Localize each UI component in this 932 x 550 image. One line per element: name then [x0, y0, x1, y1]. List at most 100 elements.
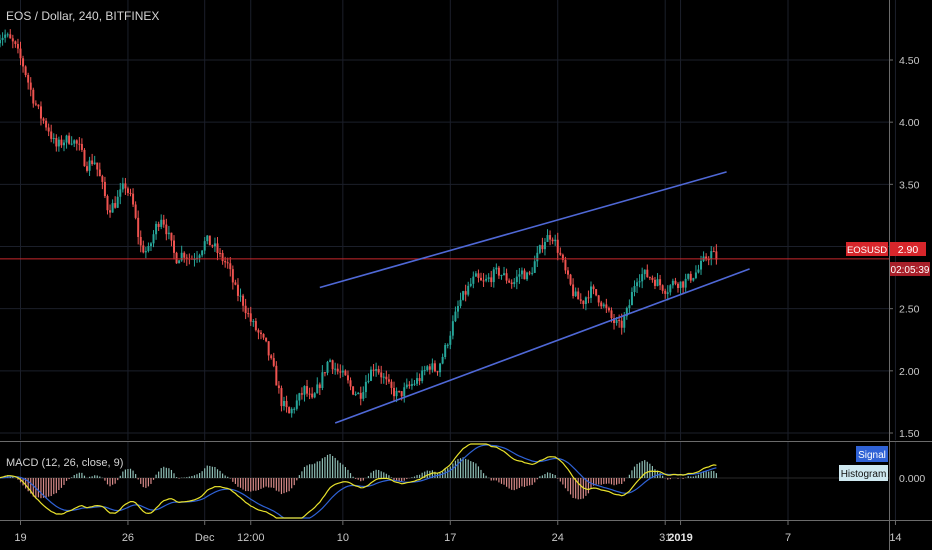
candle-body	[78, 143, 81, 145]
candle-body	[221, 253, 224, 262]
candle-body	[16, 43, 19, 49]
grid-lines	[0, 0, 896, 520]
candle-body	[283, 400, 286, 407]
candle-body	[715, 251, 718, 260]
macd-pane[interactable]	[0, 443, 889, 519]
candle-body	[254, 321, 257, 331]
candle-body	[27, 75, 30, 83]
candle-body	[198, 255, 201, 258]
candle-body	[651, 277, 654, 280]
candle-body	[421, 370, 424, 382]
histogram-legend-bg	[839, 465, 888, 481]
candle-body	[152, 234, 155, 244]
candle-body	[579, 299, 582, 301]
candle-body	[60, 139, 63, 146]
candle-body	[556, 239, 559, 253]
candle-body	[234, 282, 237, 285]
candle-body	[390, 381, 393, 388]
candle-body	[4, 34, 7, 38]
candle-body	[625, 307, 628, 317]
candle-body	[520, 270, 523, 275]
candle-body	[239, 295, 242, 297]
candle-body	[346, 375, 349, 381]
candle-body	[270, 355, 273, 359]
candle-body	[9, 34, 12, 39]
candle-body	[298, 393, 301, 401]
candle-body	[436, 371, 439, 373]
candle-body	[29, 82, 32, 90]
candle-body	[144, 251, 147, 253]
candle-body	[676, 283, 679, 288]
macd-legend: Signal Histogram	[839, 446, 888, 481]
candle-body	[431, 363, 434, 370]
candle-body	[664, 290, 667, 294]
candle-body	[364, 381, 367, 393]
candle-body	[569, 274, 572, 285]
price-tick-label: 2.00	[899, 366, 920, 378]
candle-body	[293, 408, 296, 410]
candle-body	[549, 235, 552, 240]
candle-body	[697, 269, 700, 273]
candle-body	[331, 360, 334, 370]
candle-body	[162, 219, 165, 225]
candle-body	[477, 273, 480, 278]
candle-body	[288, 407, 291, 414]
candle-body	[349, 380, 352, 387]
candle-body	[126, 188, 129, 193]
countdown-badge-bg	[890, 262, 930, 276]
candle-body	[326, 361, 329, 373]
candle-body	[648, 277, 651, 279]
candle-body	[142, 245, 145, 253]
macd-title: MACD (12, 26, close, 9)	[6, 457, 123, 469]
candle-body	[459, 299, 462, 307]
candle-body	[687, 273, 690, 279]
candle-body	[628, 305, 631, 308]
candle-body	[185, 257, 188, 259]
candle-body	[267, 341, 270, 356]
symbol-badge-bg	[846, 242, 888, 256]
price-badge-bg	[890, 242, 926, 256]
candle-body	[656, 279, 659, 286]
candle-body	[375, 369, 378, 371]
candle-body	[300, 393, 303, 395]
candle-body	[515, 276, 518, 283]
candle-body	[275, 365, 278, 386]
candle-body	[129, 192, 132, 194]
candle-body	[134, 204, 137, 218]
candle-body	[211, 245, 214, 247]
candle-body	[661, 285, 664, 291]
candle-body	[572, 284, 575, 297]
candle-body	[495, 267, 498, 270]
candle-body	[682, 281, 685, 288]
candle-body	[306, 386, 309, 394]
candle-body	[206, 235, 209, 242]
candle-body	[500, 275, 503, 277]
candle-body	[561, 254, 564, 260]
candle-body	[653, 279, 656, 286]
candle-body	[712, 251, 715, 253]
channel-line-lower[interactable]	[334, 268, 750, 424]
trend-channel[interactable]	[319, 171, 750, 424]
candle-body	[377, 369, 380, 373]
candle-body	[226, 262, 229, 264]
candle-body	[339, 371, 342, 373]
candle-body	[334, 368, 337, 370]
time-tick-label: 12:00	[237, 532, 265, 544]
candle-body	[446, 344, 449, 346]
candle-body	[149, 243, 152, 247]
candle-body	[531, 272, 534, 274]
candle-body	[426, 366, 429, 371]
channel-line-upper[interactable]	[319, 171, 727, 289]
price-tick-label: 4.00	[899, 117, 920, 129]
candle-body	[231, 269, 234, 283]
time-tick-label: 17	[444, 532, 456, 544]
candle-body	[37, 104, 40, 107]
candle-body	[147, 246, 150, 252]
signal-legend-bg	[856, 446, 888, 462]
candle-body	[160, 219, 163, 227]
candle-body	[98, 169, 101, 177]
candle-body	[14, 41, 17, 44]
time-tick-label: 10	[337, 532, 349, 544]
candle-body	[32, 89, 35, 104]
